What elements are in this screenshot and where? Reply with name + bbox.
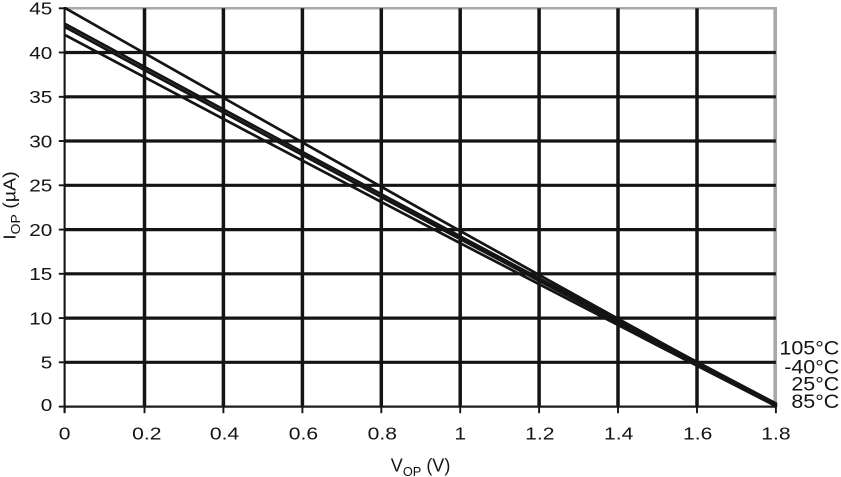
svg-text:105°C: 105°C [779,338,839,359]
svg-text:0.4: 0.4 [210,425,240,444]
svg-text:15: 15 [29,266,52,285]
svg-text:45: 45 [29,0,52,19]
svg-text:0: 0 [41,396,53,415]
svg-text:35: 35 [29,89,52,108]
svg-text:40: 40 [29,44,52,63]
svg-text:25: 25 [29,177,52,196]
svg-text:-40°C: -40°C [784,357,839,378]
svg-text:1.4: 1.4 [604,425,634,444]
svg-text:30: 30 [29,133,52,152]
svg-text:10: 10 [29,310,52,329]
svg-text:VOP (V): VOP (V) [391,455,451,477]
svg-text:20: 20 [29,221,52,240]
svg-text:25°C: 25°C [791,375,839,396]
svg-text:0.2: 0.2 [132,425,161,444]
svg-text:1.2: 1.2 [525,425,554,444]
svg-text:1.8: 1.8 [761,425,790,444]
svg-text:0.6: 0.6 [289,425,318,444]
svg-text:1: 1 [454,425,466,444]
svg-text:85°C: 85°C [791,392,839,413]
svg-text:1.6: 1.6 [683,425,712,444]
svg-text:0: 0 [59,425,71,444]
svg-text:5: 5 [41,354,53,373]
svg-text:0.8: 0.8 [368,425,397,444]
